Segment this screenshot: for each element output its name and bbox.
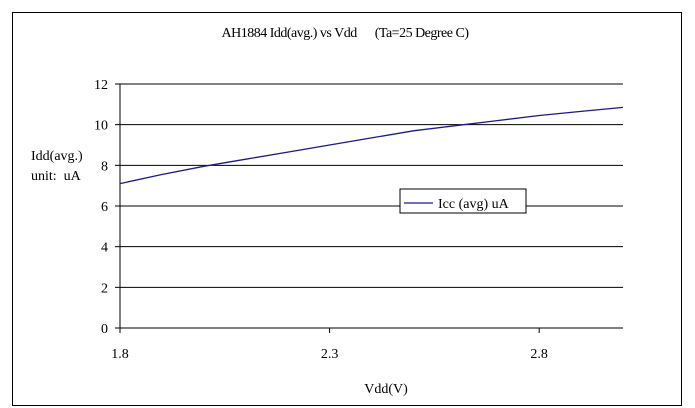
legend-label: Icc (avg) uA — [438, 197, 510, 212]
y-tick-label: 0 — [101, 322, 108, 337]
series-line-0 — [119, 106, 624, 185]
legend: Icc (avg) uA — [399, 188, 527, 214]
x-tick-label: 1.8 — [111, 347, 129, 362]
y-tick-label: 4 — [101, 241, 108, 256]
y-tick-label: 10 — [94, 119, 108, 134]
series-lines — [119, 106, 624, 185]
y-axis-label-line2: unit: uA — [31, 169, 82, 184]
chart-title: AH1884 Idd(avg.) vs Vdd (Ta=25 Degree C) — [222, 26, 470, 41]
tick-labels: 0 2 4 6 8 10 12 1.8 2.3 2.8 — [94, 78, 548, 362]
chart-svg: AH1884 Idd(avg.) vs Vdd (Ta=25 Degree C)… — [31, 26, 624, 397]
y-axis-label-line1: Idd(avg.) — [31, 149, 83, 164]
legend-box — [399, 188, 527, 214]
y-tick-label: 6 — [101, 200, 108, 215]
x-tick-label: 2.3 — [321, 347, 339, 362]
chart-frame: AH1884 Idd(avg.) vs Vdd (Ta=25 Degree C)… — [12, 12, 682, 406]
y-tick-label: 12 — [94, 78, 108, 93]
y-tick-label: 2 — [101, 281, 108, 296]
y-tick-label: 8 — [101, 159, 108, 174]
x-axis-label: Vdd(V) — [364, 382, 408, 397]
x-tick-label: 2.8 — [530, 347, 548, 362]
grid-lines — [115, 83, 623, 333]
